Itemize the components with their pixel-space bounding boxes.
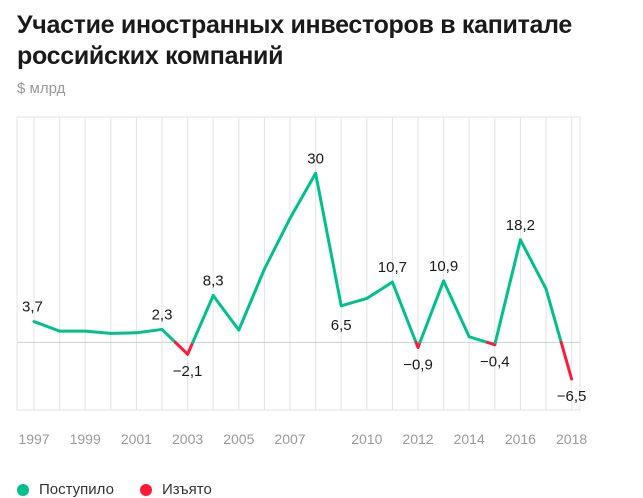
- series-segment-positive: [262, 216, 292, 271]
- data-label: −0,4: [480, 354, 510, 371]
- series-segment-positive: [339, 296, 369, 308]
- series-lines: [32, 171, 574, 381]
- series-segment-positive: [109, 331, 138, 335]
- series-segment-positive: [237, 267, 266, 332]
- series-segment-positive: [544, 287, 563, 344]
- legend-item-negative: Изъято: [139, 481, 212, 498]
- x-tick-label: 1999: [70, 431, 101, 447]
- x-tick-label: 2007: [274, 431, 305, 447]
- series-segment-positive: [418, 279, 446, 344]
- series-segment-positive: [83, 329, 113, 335]
- x-tick-label: 2001: [121, 431, 152, 447]
- data-label: −0,9: [403, 356, 433, 373]
- grid: [16, 116, 581, 411]
- series-segment-positive: [160, 327, 177, 344]
- series-segment-positive: [442, 279, 471, 339]
- green-dot-icon: [17, 483, 29, 496]
- unit-label: $ млрд: [17, 80, 66, 97]
- x-tick-label: 2003: [172, 431, 203, 447]
- data-label: −2,1: [173, 363, 203, 380]
- series-segment-negative: [173, 340, 190, 356]
- data-label: 10,9: [429, 258, 458, 275]
- data-label: 2,3: [152, 306, 173, 323]
- series-segment-negative: [559, 340, 574, 381]
- series-segment-positive: [518, 238, 548, 291]
- series-segment-positive: [134, 327, 164, 335]
- data-label: 3,7: [22, 299, 43, 316]
- data-label: −6,5: [557, 388, 587, 405]
- data-label: 10,7: [378, 259, 407, 276]
- series-segment-positive: [314, 171, 343, 308]
- series-segment-positive: [288, 171, 318, 220]
- data-labels: 3,7 2,3 −2,1 8,3 30 6,5 10,7 −0,9 10,9 −0,4 18,2 −6…: [22, 150, 586, 405]
- chart-title: Участие иностранных инвесторов в капитал…: [17, 11, 572, 70]
- data-label: 8,3: [203, 273, 224, 290]
- x-tick-label: 1997: [18, 431, 49, 447]
- x-axis-ticks: 1997 1999 2001 2003 2005 2007 2010 2012 2014 2016…: [18, 431, 587, 447]
- legend-label-positive: Поступило: [39, 481, 114, 498]
- x-tick-label: 2012: [402, 431, 433, 447]
- x-tick-label: 2005: [223, 431, 254, 447]
- data-label: 18,2: [506, 217, 535, 234]
- series-segment-positive: [191, 294, 215, 344]
- legend-item-positive: Поступило: [17, 481, 114, 498]
- x-tick-label: 2016: [505, 431, 536, 447]
- plot-frame: [16, 116, 581, 411]
- data-label: 30: [307, 150, 324, 167]
- series-segment-negative: [186, 340, 195, 356]
- series-segment-positive: [467, 335, 489, 344]
- legend: Поступило Изъято: [17, 481, 238, 498]
- x-tick-label: 2010: [351, 431, 382, 447]
- red-dot-icon: [139, 483, 152, 496]
- series-segment-positive: [493, 238, 522, 344]
- x-tick-label: 2018: [556, 431, 587, 447]
- series-segment-positive: [365, 280, 394, 300]
- series-segment-positive: [390, 280, 418, 344]
- x-tick-label: 2014: [454, 431, 485, 447]
- data-label: 6,5: [331, 317, 352, 334]
- legend-label-negative: Изъято: [161, 481, 212, 498]
- series-segment-positive: [32, 320, 62, 333]
- series-segment-positive: [211, 294, 241, 332]
